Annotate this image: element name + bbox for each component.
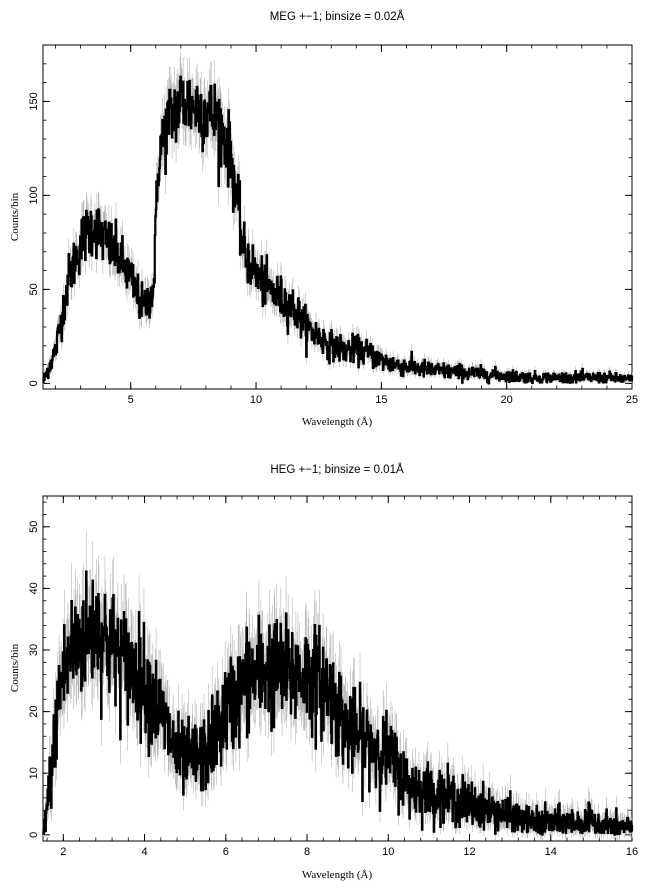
- heg-x-tick-label: 8: [304, 846, 310, 858]
- heg-x-tick-label: 16: [626, 846, 638, 858]
- heg-x-tick-label: 12: [463, 846, 475, 858]
- heg-x-tick-label: 4: [141, 846, 147, 858]
- heg-ticks: 2 4 6 8 10 12 14 16 0 10 20 30 40 50: [28, 496, 638, 858]
- meg-panel: MEG +−1; binsize = 0.02Å 5 10 15 20 25 0 50 100…: [9, 10, 638, 428]
- meg-data: [42, 52, 634, 386]
- heg-panel: HEG +−1; binsize = 0.01Å 2 4 6 8 10 12 14 16 0 10…: [9, 463, 638, 881]
- heg-plot-frame: [42, 495, 633, 842]
- meg-x-tick-label: 25: [626, 394, 638, 406]
- meg-y-tick-label: 50: [28, 283, 40, 295]
- meg-error-bars: [42, 52, 633, 386]
- meg-y-axis-label: Counts/bin: [9, 192, 21, 241]
- meg-x-tick-label: 15: [375, 394, 387, 406]
- meg-plot-frame: [42, 44, 633, 390]
- meg-y-tick-label: 0: [28, 380, 40, 386]
- heg-histogram-line: [42, 570, 634, 836]
- meg-histogram-line: [42, 75, 634, 385]
- heg-y-tick-label: 50: [28, 521, 40, 533]
- heg-y-tick-label: 10: [28, 767, 40, 779]
- heg-y-tick-label: 0: [28, 832, 40, 838]
- meg-x-tick-label: 20: [501, 394, 513, 406]
- meg-y-tick-label: 150: [28, 92, 40, 110]
- heg-y-tick-label: 40: [28, 582, 40, 594]
- heg-data: [42, 531, 634, 841]
- heg-y-tick-label: 20: [28, 706, 40, 718]
- heg-x-tick-label: 2: [60, 846, 66, 858]
- heg-title: HEG +−1; binsize = 0.01Å: [270, 463, 404, 476]
- heg-x-axis-label: Wavelength (Å): [302, 869, 373, 881]
- meg-error-bar-set: [42, 52, 633, 386]
- meg-ticks: 5 10 15 20 25 0 50 100 150: [28, 44, 638, 406]
- heg-x-tick-label: 6: [223, 846, 229, 858]
- meg-x-axis-label: Wavelength (Å): [302, 416, 373, 428]
- heg-x-tick-label: 14: [545, 846, 557, 858]
- meg-x-tick-label: 10: [250, 394, 262, 406]
- meg-x-tick-label: 5: [128, 394, 134, 406]
- heg-y-tick-label: 30: [28, 644, 40, 656]
- meg-y-tick-label: 100: [28, 186, 40, 204]
- heg-x-tick-label: 10: [382, 846, 394, 858]
- meg-title: MEG +−1; binsize = 0.02Å: [270, 10, 405, 23]
- heg-y-axis-label: Counts/bin: [9, 643, 21, 692]
